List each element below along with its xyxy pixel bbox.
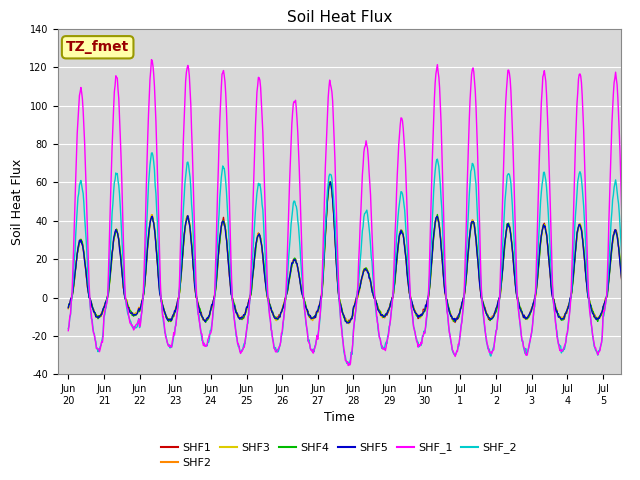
SHF2 <box>345 320 353 326</box>
SHF5 <box>445 309 453 315</box>
SHF5 <box>343 320 351 326</box>
SHF3 <box>445 307 453 313</box>
SHF3 <box>65 305 72 311</box>
SHF_1 <box>413 340 421 346</box>
SHF2 <box>326 179 333 184</box>
SHF_2 <box>413 339 421 345</box>
SHF_1 <box>237 350 244 356</box>
SHF_1 <box>131 324 139 330</box>
SHF_1 <box>344 362 352 368</box>
Line: SHF_2: SHF_2 <box>68 153 638 364</box>
SHF2 <box>236 315 244 321</box>
SHF_1 <box>287 159 294 165</box>
SHF_2 <box>345 361 353 367</box>
SHF2 <box>131 312 139 318</box>
SHF2 <box>445 308 453 313</box>
SHF1 <box>634 304 640 310</box>
SHF2 <box>65 306 72 312</box>
SHF3 <box>326 180 334 185</box>
SHF3 <box>236 315 244 321</box>
SHF4 <box>65 304 72 310</box>
SHF1 <box>413 313 421 319</box>
SHF4 <box>413 313 421 319</box>
SHF_1 <box>445 329 453 335</box>
Line: SHF_1: SHF_1 <box>68 60 638 365</box>
Line: SHF3: SHF3 <box>68 182 638 324</box>
Text: TZ_fmet: TZ_fmet <box>66 40 129 54</box>
SHF2 <box>634 308 640 313</box>
SHF1 <box>65 305 72 311</box>
SHF_2 <box>445 327 453 333</box>
SHF_2 <box>634 315 640 321</box>
SHF4 <box>264 296 272 301</box>
SHF5 <box>236 316 244 322</box>
SHF_1 <box>65 328 72 334</box>
SHF4 <box>131 312 139 318</box>
SHF3 <box>131 312 139 318</box>
SHF1 <box>285 274 293 279</box>
SHF5 <box>634 306 640 312</box>
Line: SHF4: SHF4 <box>68 181 638 323</box>
SHF1 <box>445 308 453 314</box>
SHF1 <box>236 315 244 321</box>
Legend: SHF1, SHF2, SHF3, SHF4, SHF5, SHF_1, SHF_2: SHF1, SHF2, SHF3, SHF4, SHF5, SHF_1, SHF… <box>157 438 522 472</box>
SHF4 <box>445 307 453 312</box>
SHF3 <box>634 306 640 312</box>
SHF5 <box>131 312 139 318</box>
SHF3 <box>413 313 421 319</box>
SHF4 <box>236 315 244 321</box>
SHF3 <box>264 297 272 303</box>
Title: Soil Heat Flux: Soil Heat Flux <box>287 10 392 25</box>
SHF_1 <box>148 57 156 62</box>
SHF2 <box>285 275 293 281</box>
SHF2 <box>264 298 272 303</box>
SHF3 <box>345 321 353 327</box>
SHF2 <box>413 312 421 318</box>
SHF4 <box>344 320 352 326</box>
SHF4 <box>326 179 334 184</box>
SHF5 <box>413 312 421 318</box>
SHF5 <box>65 305 72 311</box>
Line: SHF2: SHF2 <box>68 181 638 323</box>
SHF1 <box>326 179 333 185</box>
SHF5 <box>285 274 293 279</box>
SHF5 <box>264 297 272 302</box>
SHF_2 <box>131 325 139 331</box>
X-axis label: Time: Time <box>324 411 355 424</box>
SHF_2 <box>287 233 294 239</box>
SHF4 <box>285 276 293 282</box>
SHF_2 <box>148 150 156 156</box>
SHF1 <box>264 296 272 301</box>
Line: SHF1: SHF1 <box>68 182 638 323</box>
SHF5 <box>326 179 334 185</box>
SHF_2 <box>237 349 244 355</box>
SHF_2 <box>65 326 72 332</box>
SHF_1 <box>634 316 640 322</box>
SHF3 <box>285 276 293 281</box>
SHF1 <box>131 312 139 317</box>
Y-axis label: Soil Heat Flux: Soil Heat Flux <box>11 158 24 245</box>
SHF_1 <box>265 303 273 309</box>
SHF4 <box>634 305 640 311</box>
SHF1 <box>343 320 351 325</box>
Line: SHF5: SHF5 <box>68 182 638 323</box>
SHF_2 <box>265 306 273 312</box>
